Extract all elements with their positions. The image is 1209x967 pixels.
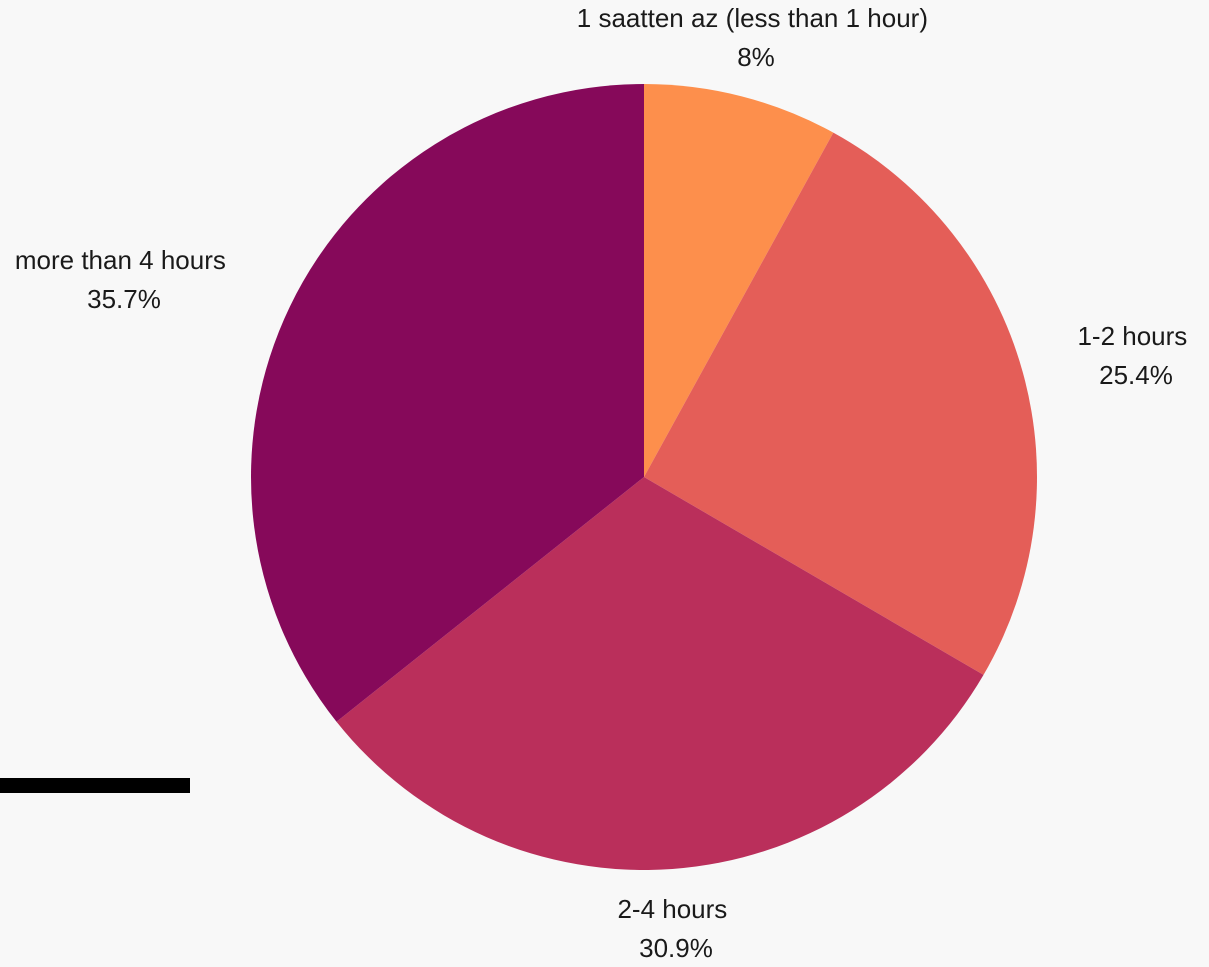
pie-slices (251, 84, 1037, 871)
slice-label-name: more than 4 hours (15, 245, 226, 275)
decorative-bar (0, 778, 190, 793)
slice-label-1-2-hours: 1-2 hours 25.4% (1077, 321, 1194, 390)
slice-label-value: 8% (737, 42, 775, 72)
slice-label-2-4-hours: 2-4 hours 30.9% (617, 894, 734, 963)
pie-slice-2 (336, 477, 984, 871)
slice-label-value: 25.4% (1099, 360, 1173, 390)
slice-label-name: 2-4 hours (617, 894, 727, 924)
pie-labels: 1 saatten az (less than 1 hour) 8% 1-2 h… (15, 3, 1194, 963)
slice-label-name: 1-2 hours (1077, 321, 1187, 351)
slice-label-value: 35.7% (87, 284, 161, 314)
pie-slice-1 (644, 132, 1037, 675)
slice-label-less-than-1-hour: 1 saatten az (less than 1 hour) 8% (577, 3, 935, 72)
pie-slice-3 (251, 84, 645, 722)
slice-label-name: 1 saatten az (less than 1 hour) (577, 3, 928, 33)
pie-slice-0 (644, 84, 834, 477)
slice-label-value: 30.9% (639, 933, 713, 963)
slice-label-more-than-4-hours: more than 4 hours 35.7% (15, 245, 233, 314)
